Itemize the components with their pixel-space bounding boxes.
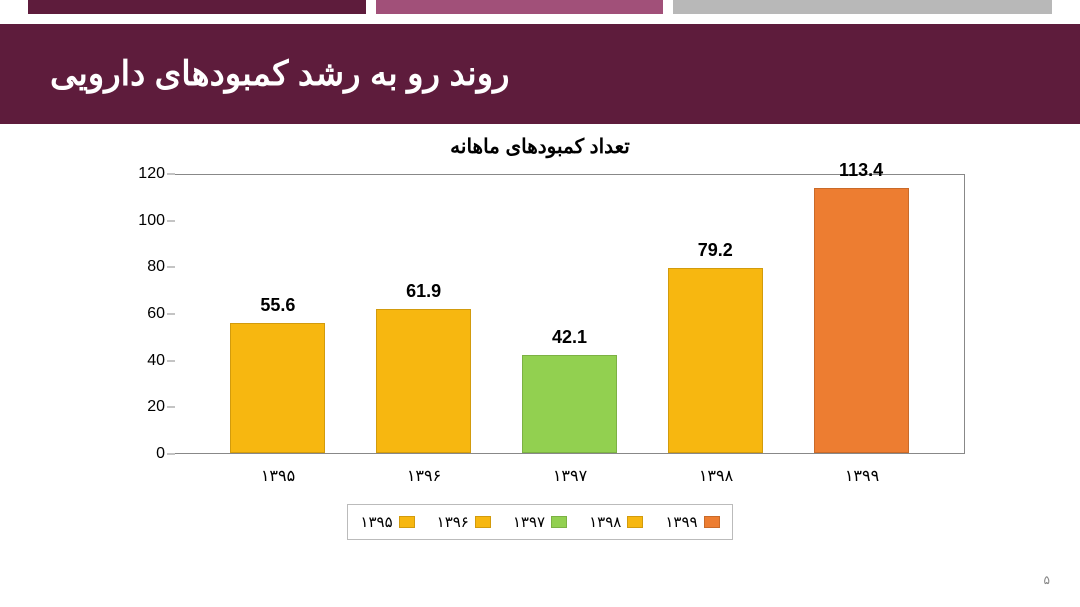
y-tick-label: 40 bbox=[115, 352, 175, 370]
y-tick-mark bbox=[167, 454, 175, 455]
y-tick-label: 0 bbox=[115, 445, 175, 463]
top-decorative-stripes bbox=[0, 0, 1080, 14]
x-axis-label: ۱۳۹۵ bbox=[231, 466, 326, 486]
chart-title: تعداد کمبودهای ماهانه bbox=[115, 134, 965, 159]
legend-swatch bbox=[704, 516, 720, 528]
legend-item: ۱۳۹۶ bbox=[437, 513, 491, 531]
title-band: روند رو به رشد کمبودهای دارویی bbox=[0, 24, 1080, 124]
y-tick-mark bbox=[167, 220, 175, 221]
bar-value-label: 55.6 bbox=[260, 295, 295, 316]
legend-label: ۱۳۹۸ bbox=[589, 513, 621, 531]
x-axis-labels: ۱۳۹۵ ۱۳۹۶ ۱۳۹۷ ۱۳۹۸ ۱۳۹۹ bbox=[175, 454, 965, 486]
x-axis-label: ۱۳۹۸ bbox=[669, 466, 764, 486]
stripe-2 bbox=[376, 0, 663, 14]
legend-swatch bbox=[627, 516, 643, 528]
y-tick-label: 60 bbox=[115, 305, 175, 323]
y-tick-mark bbox=[167, 267, 175, 268]
bar-slot: 61.9 bbox=[376, 309, 471, 453]
chart-plot-area: 55.6 61.9 42.1 79.2 113.4 bbox=[175, 174, 965, 454]
bar-value-label: 79.2 bbox=[698, 240, 733, 261]
y-tick-mark bbox=[167, 314, 175, 315]
bar bbox=[668, 268, 763, 453]
legend-swatch bbox=[399, 516, 415, 528]
bar-slot: 55.6 bbox=[230, 323, 325, 453]
stripe-1 bbox=[28, 0, 366, 14]
y-tick-label: 120 bbox=[115, 165, 175, 183]
bar bbox=[522, 355, 617, 453]
slide-title: روند رو به رشد کمبودهای دارویی bbox=[50, 54, 510, 94]
legend-label: ۱۳۹۵ bbox=[360, 513, 392, 531]
legend-item: ۱۳۹۸ bbox=[589, 513, 643, 531]
bar-value-label: 61.9 bbox=[406, 281, 441, 302]
y-tick-label: 100 bbox=[115, 212, 175, 230]
x-axis-label: ۱۳۹۶ bbox=[377, 466, 472, 486]
y-axis-ticks: 020406080100120 bbox=[115, 174, 175, 454]
legend-item: ۱۳۹۹ bbox=[665, 513, 719, 531]
legend-swatch bbox=[551, 516, 567, 528]
legend-swatch bbox=[475, 516, 491, 528]
bar-slot: 113.4 bbox=[814, 188, 909, 453]
legend-label: ۱۳۹۷ bbox=[513, 513, 545, 531]
bar-slot: 42.1 bbox=[522, 355, 617, 453]
bar bbox=[376, 309, 471, 453]
legend-label: ۱۳۹۶ bbox=[437, 513, 469, 531]
bar-slot: 79.2 bbox=[668, 268, 763, 453]
stripe-3 bbox=[673, 0, 1052, 14]
x-axis-label: ۱۳۹۷ bbox=[523, 466, 618, 486]
y-tick-label: 80 bbox=[115, 258, 175, 276]
legend-label: ۱۳۹۹ bbox=[665, 513, 697, 531]
legend-item: ۱۳۹۵ bbox=[360, 513, 414, 531]
x-axis-label: ۱۳۹۹ bbox=[815, 466, 910, 486]
page-number: ۵ bbox=[1044, 573, 1050, 587]
chart-container: تعداد کمبودهای ماهانه 0 20 40 60 80 100 120 55… bbox=[115, 134, 965, 540]
bar-value-label: 42.1 bbox=[552, 327, 587, 348]
bars-container: 55.6 61.9 42.1 79.2 113.4 bbox=[175, 175, 964, 453]
bar bbox=[230, 323, 325, 453]
chart-legend: ۱۳۹۵ ۱۳۹۶ ۱۳۹۷ ۱۳۹۸ ۱۳۹۹ bbox=[347, 504, 732, 540]
legend-item: ۱۳۹۷ bbox=[513, 513, 567, 531]
y-tick-label: 20 bbox=[115, 398, 175, 416]
bar bbox=[814, 188, 909, 453]
y-tick-mark bbox=[167, 174, 175, 175]
bar-value-label: 113.4 bbox=[839, 160, 883, 181]
y-tick-mark bbox=[167, 407, 175, 408]
y-tick-mark bbox=[167, 360, 175, 361]
